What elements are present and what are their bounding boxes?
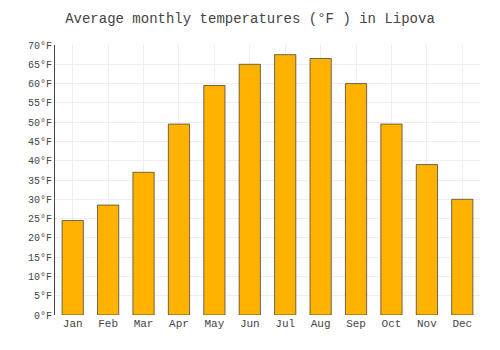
svg-text:Nov: Nov: [417, 318, 437, 330]
svg-text:Jun: Jun: [240, 318, 260, 330]
svg-text:Mar: Mar: [134, 318, 154, 330]
svg-text:50°F: 50°F: [28, 118, 52, 129]
svg-text:25°F: 25°F: [28, 214, 52, 225]
svg-text:45°F: 45°F: [28, 137, 52, 148]
svg-text:Average monthly temperatures (: Average monthly temperatures (°F ) in Li…: [65, 11, 435, 27]
svg-text:Oct: Oct: [382, 318, 402, 330]
svg-text:0°F: 0°F: [34, 311, 52, 322]
svg-text:Jul: Jul: [275, 318, 295, 330]
svg-text:35°F: 35°F: [28, 176, 52, 187]
svg-text:5°F: 5°F: [34, 291, 52, 302]
svg-text:Sep: Sep: [346, 318, 366, 330]
svg-text:20°F: 20°F: [28, 233, 52, 244]
svg-text:55°F: 55°F: [28, 98, 52, 109]
svg-text:30°F: 30°F: [28, 195, 52, 206]
svg-text:May: May: [204, 318, 224, 330]
svg-text:Feb: Feb: [98, 318, 118, 330]
svg-text:Apr: Apr: [169, 318, 189, 330]
svg-text:15°F: 15°F: [28, 253, 52, 264]
svg-text:65°F: 65°F: [28, 60, 52, 71]
svg-text:10°F: 10°F: [28, 272, 52, 283]
svg-text:Jan: Jan: [63, 318, 83, 330]
svg-text:Dec: Dec: [452, 318, 472, 330]
svg-text:Aug: Aug: [311, 318, 331, 330]
svg-text:40°F: 40°F: [28, 156, 52, 167]
svg-text:70°F: 70°F: [28, 41, 52, 52]
svg-text:60°F: 60°F: [28, 79, 52, 90]
